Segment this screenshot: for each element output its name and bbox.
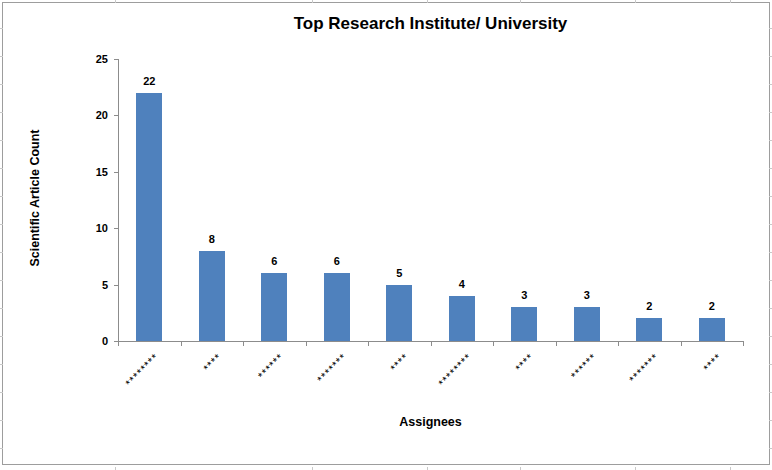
sheet-gridline xyxy=(115,0,116,3)
y-axis-tick xyxy=(114,59,118,60)
x-axis-tick xyxy=(743,342,744,346)
bar-value-label: 22 xyxy=(129,76,169,87)
y-axis-title: Scientific Article Count xyxy=(28,48,42,348)
bar-value-label: 8 xyxy=(192,234,232,245)
sheet-gridline xyxy=(0,336,3,337)
sheet-gridline xyxy=(0,224,3,225)
x-axis-tick xyxy=(368,342,369,346)
sheet-gridline xyxy=(0,112,3,113)
spreadsheet-background: Top Research Institute/ University Scien… xyxy=(0,0,772,470)
bar-value-label: 4 xyxy=(442,279,482,290)
x-axis-tick xyxy=(431,342,432,346)
bar[interactable] xyxy=(636,318,662,341)
x-axis-tick xyxy=(681,342,682,346)
sheet-gridline xyxy=(0,308,3,309)
sheet-gridline xyxy=(0,280,3,281)
x-axis-tick xyxy=(243,342,244,346)
y-tick-label: 0 xyxy=(78,336,108,347)
sheet-gridline xyxy=(0,84,3,85)
y-tick-label: 15 xyxy=(78,167,108,178)
x-axis-tick xyxy=(556,342,557,346)
sheet-gridline xyxy=(427,0,428,3)
x-axis-tick xyxy=(493,342,494,346)
y-axis-tick xyxy=(114,115,118,116)
sheet-gridline xyxy=(520,0,521,3)
x-axis-tick xyxy=(618,342,619,346)
chart-object[interactable]: Top Research Institute/ University Scien… xyxy=(2,2,770,465)
bar-value-label: 6 xyxy=(317,256,357,267)
y-tick-label: 20 xyxy=(78,110,108,121)
sheet-gridline xyxy=(0,364,3,365)
y-axis-tick xyxy=(114,228,118,229)
sheet-gridline xyxy=(0,420,3,421)
sheet-gridline xyxy=(0,56,3,57)
y-axis-tick xyxy=(114,285,118,286)
sheet-gridline xyxy=(0,252,3,253)
bar[interactable] xyxy=(449,296,475,341)
bar[interactable] xyxy=(261,273,287,341)
y-axis-tick xyxy=(114,172,118,173)
bar[interactable] xyxy=(199,251,225,341)
bar-value-label: 2 xyxy=(629,301,669,312)
bar-value-label: 3 xyxy=(567,290,607,301)
chart-title: Top Research Institute/ University xyxy=(118,14,743,34)
sheet-gridline xyxy=(730,0,731,3)
bar-value-label: 5 xyxy=(379,268,419,279)
bar-value-label: 3 xyxy=(504,290,544,301)
bar[interactable] xyxy=(511,307,537,341)
plot-area: Top Research Institute/ University Scien… xyxy=(3,3,772,470)
bar-value-label: 2 xyxy=(692,301,732,312)
sheet-gridline xyxy=(0,168,3,169)
sheet-gridline xyxy=(0,140,3,141)
sheet-gridline xyxy=(635,0,636,3)
y-tick-label: 5 xyxy=(78,280,108,291)
x-axis-tick xyxy=(181,342,182,346)
bar[interactable] xyxy=(136,93,162,341)
y-tick-label: 25 xyxy=(78,54,108,65)
y-tick-label: 10 xyxy=(78,223,108,234)
bar[interactable] xyxy=(574,307,600,341)
sheet-gridline xyxy=(312,0,313,3)
x-axis-tick xyxy=(118,342,119,346)
x-axis-tick xyxy=(306,342,307,346)
bar-value-label: 6 xyxy=(254,256,294,267)
sheet-gridline xyxy=(0,28,3,29)
sheet-gridline xyxy=(0,196,3,197)
y-axis-line xyxy=(118,59,119,342)
bar[interactable] xyxy=(386,285,412,341)
sheet-gridline xyxy=(0,448,3,449)
bar[interactable] xyxy=(699,318,725,341)
sheet-gridline xyxy=(0,392,3,393)
bar[interactable] xyxy=(324,273,350,341)
